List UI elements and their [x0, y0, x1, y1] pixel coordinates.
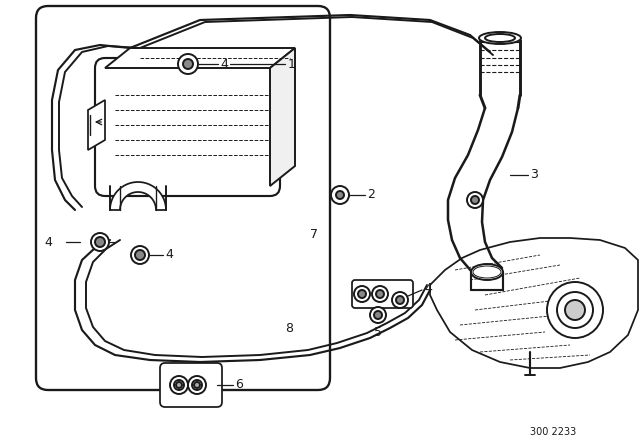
Circle shape: [194, 382, 200, 388]
Ellipse shape: [485, 34, 515, 42]
Text: 5: 5: [374, 326, 382, 339]
Text: 300 2233: 300 2233: [530, 427, 576, 437]
Ellipse shape: [479, 32, 521, 44]
Circle shape: [557, 292, 593, 328]
FancyBboxPatch shape: [36, 6, 330, 390]
Polygon shape: [270, 48, 295, 186]
FancyBboxPatch shape: [95, 58, 280, 196]
Ellipse shape: [473, 266, 501, 278]
Text: 1: 1: [288, 57, 296, 70]
Circle shape: [354, 286, 370, 302]
Circle shape: [392, 292, 408, 308]
Circle shape: [176, 382, 182, 388]
Circle shape: [178, 54, 198, 74]
Text: 6: 6: [235, 379, 243, 392]
Circle shape: [374, 311, 382, 319]
Text: 2: 2: [367, 189, 375, 202]
Circle shape: [170, 376, 188, 394]
Text: 4: 4: [424, 281, 432, 294]
Text: 3: 3: [530, 168, 538, 181]
Circle shape: [95, 237, 105, 247]
Circle shape: [471, 196, 479, 204]
Circle shape: [370, 307, 386, 323]
Circle shape: [467, 192, 483, 208]
Circle shape: [565, 300, 585, 320]
Circle shape: [547, 282, 603, 338]
Circle shape: [331, 186, 349, 204]
Circle shape: [183, 59, 193, 69]
Circle shape: [376, 290, 384, 298]
Text: 4: 4: [165, 249, 173, 262]
Polygon shape: [105, 48, 295, 68]
Circle shape: [131, 246, 149, 264]
Polygon shape: [430, 238, 638, 368]
Ellipse shape: [471, 264, 503, 280]
Circle shape: [91, 233, 109, 251]
Circle shape: [135, 250, 145, 260]
Circle shape: [188, 376, 206, 394]
Text: 4: 4: [220, 57, 228, 70]
Circle shape: [372, 286, 388, 302]
Text: 7: 7: [310, 228, 318, 241]
Circle shape: [358, 290, 366, 298]
Circle shape: [336, 191, 344, 199]
Polygon shape: [88, 100, 105, 150]
FancyBboxPatch shape: [160, 363, 222, 407]
Circle shape: [396, 296, 404, 304]
FancyBboxPatch shape: [352, 280, 413, 308]
Polygon shape: [110, 182, 166, 210]
Text: 8: 8: [285, 322, 293, 335]
Text: 4: 4: [44, 236, 52, 249]
